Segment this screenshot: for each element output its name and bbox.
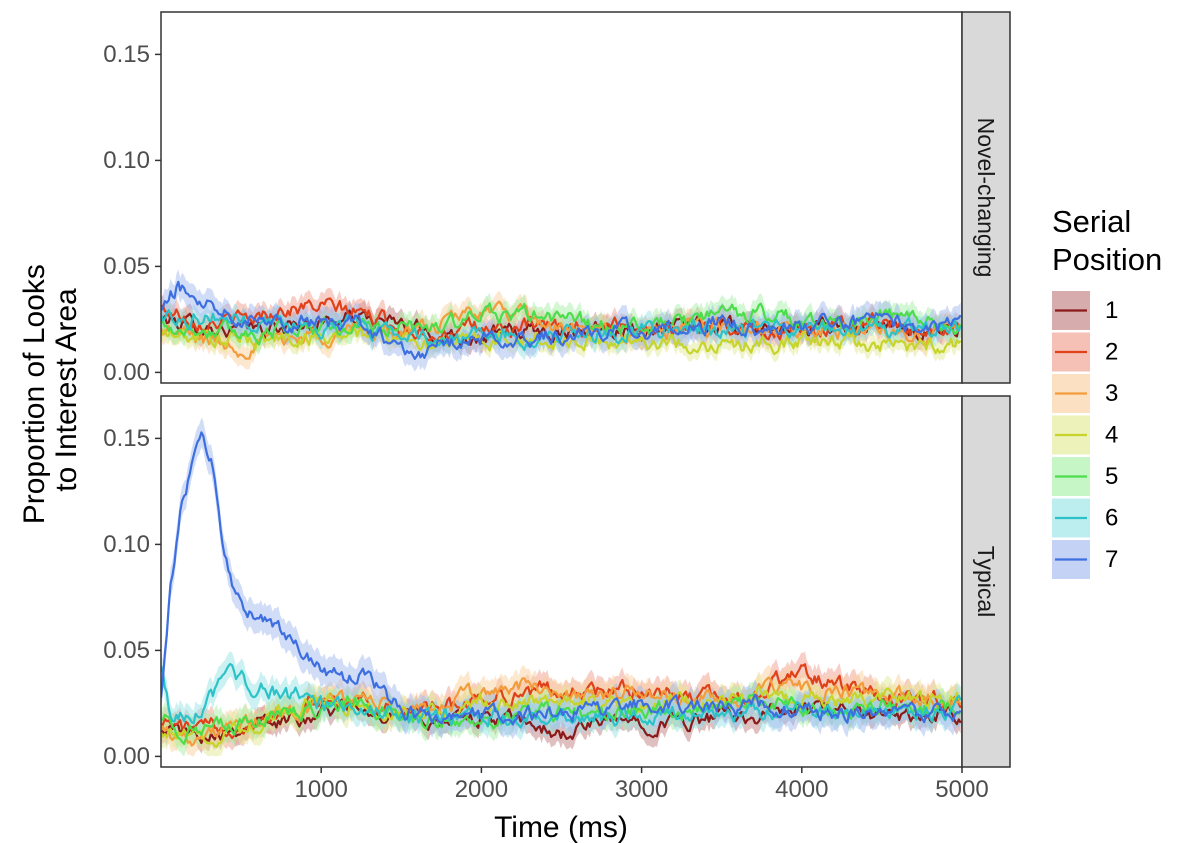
legend-label: 1 [1105,297,1118,324]
legend-item-7: 7 [1052,540,1118,579]
series-group [161,269,962,372]
legend-label: 7 [1105,546,1118,573]
y-tick-label: 0.15 [103,41,150,68]
x-tick-label: 1000 [295,776,348,803]
facet-strip-label: Novel-changing [973,118,999,278]
facet-panel-0: Novel-changing 0.00 0.05 0.10 0.15 [103,11,1011,386]
facet-panels: Novel-changing 0.00 0.05 0.10 0.15 Typical 0.0… [103,11,1011,770]
y-tick-label: 0.10 [103,147,150,174]
series-6-line [161,662,962,729]
facet-panel-1: Typical 0.00 0.05 0.10 0.15 [103,395,1011,770]
legend-item-4: 4 [1052,415,1118,455]
legend-keys: 1 2 3 4 5 6 7 [1052,291,1118,579]
legend-label: 2 [1105,339,1118,366]
series-6-line [161,309,962,352]
y-tick-label: 0.05 [103,253,150,280]
y-tick-label: 0.10 [103,531,150,558]
legend-item-5: 5 [1052,457,1118,496]
x-tick-label: 5000 [935,776,988,803]
legend: Serial Position 1 2 3 4 5 6 7 [1052,204,1162,579]
x-tick-label: 2000 [455,776,508,803]
series-group [161,417,962,757]
y-tick-label: 0.05 [103,637,150,664]
legend-item-3: 3 [1052,374,1118,413]
y-tick-label: 0.00 [103,359,150,386]
legend-item-1: 1 [1052,291,1118,330]
facet-strip [961,11,1011,384]
x-tick-label: 4000 [775,776,828,803]
x-axis: 1000 2000 3000 4000 5000 [295,767,989,803]
x-axis-title: Time (ms) [494,811,628,843]
legend-label: 3 [1105,380,1118,407]
legend-item-6: 6 [1052,498,1118,538]
y-axis-title: Proportion of Looks to Interest Area [18,256,83,525]
series-7-line [161,431,962,726]
y-axis-title-line-1: Proportion of Looks [18,264,51,524]
legend-label: 5 [1105,463,1118,490]
y-axis-title-line-2: to Interest Area [50,288,83,492]
series-4-line [161,685,961,748]
legend-label: 6 [1105,505,1118,532]
legend-title-line-2: Position [1052,242,1162,277]
y-tick-label: 0.00 [103,743,150,770]
x-tick-label: 3000 [615,776,668,803]
series-7-ribbon [161,417,961,740]
facet-strip-label: Typical [973,546,999,618]
legend-label: 4 [1105,422,1118,449]
legend-item-2: 2 [1052,332,1118,372]
facet-strip [961,395,1011,768]
series-5-line [161,302,962,346]
legend-title-line-1: Serial [1052,204,1131,239]
y-tick-label: 0.15 [103,425,150,452]
series-7-line [161,280,962,360]
